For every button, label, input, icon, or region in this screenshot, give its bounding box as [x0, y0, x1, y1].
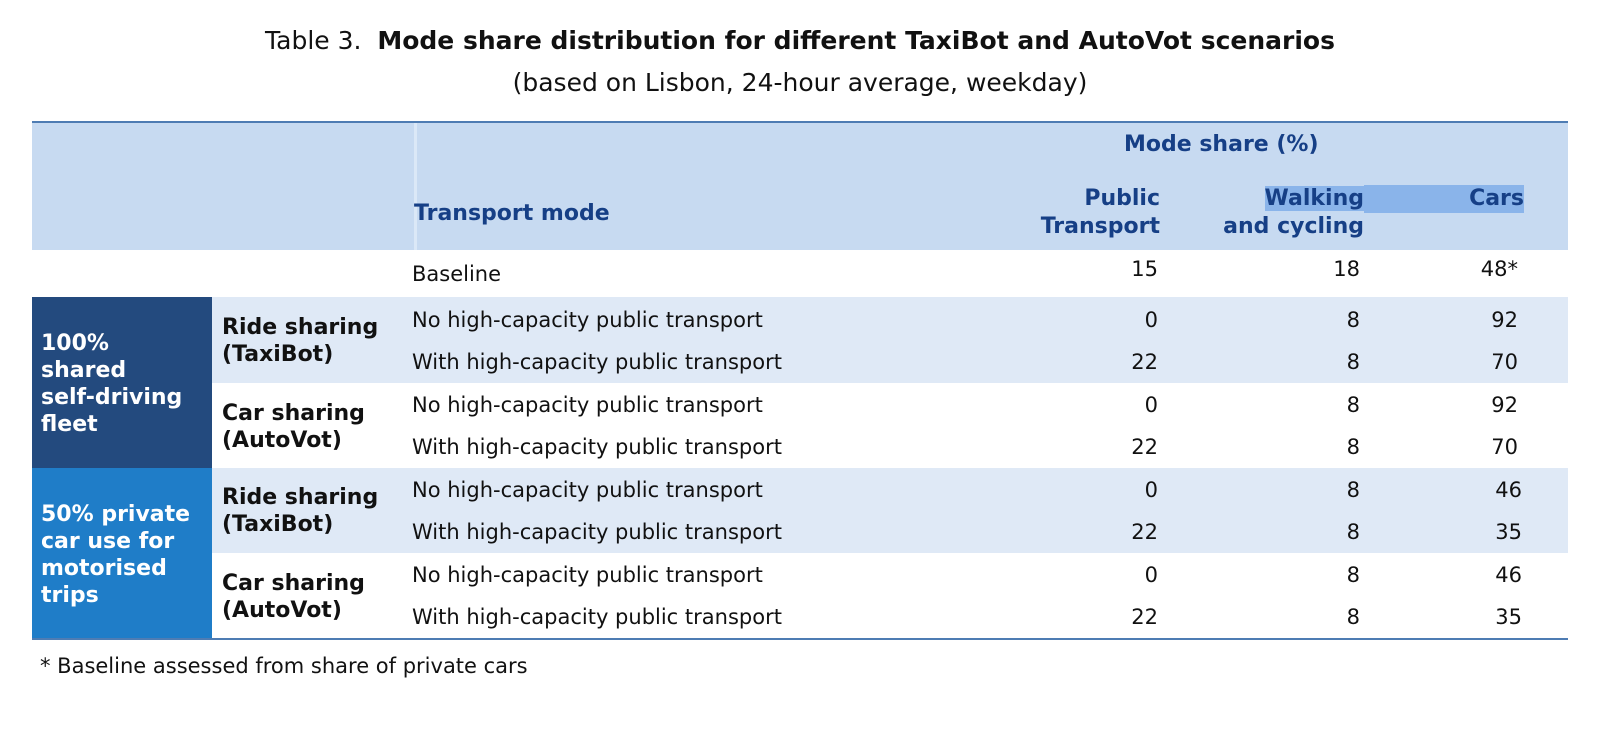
- row-mode: With high-capacity public transport: [412, 520, 782, 544]
- group2-label-line: trips: [41, 583, 99, 608]
- mode-share-table: Mode share (%) Transport mode Public Tra…: [32, 121, 1568, 654]
- row-cars: 92: [1491, 308, 1518, 332]
- group2-car-band: [32, 553, 1568, 638]
- subgroup-line: (AutoVot): [222, 598, 342, 623]
- group1-label-line: self-driving: [41, 385, 183, 410]
- row-cars: 70: [1491, 350, 1518, 374]
- group1-label-line: shared: [41, 358, 127, 383]
- row-mode: No high-capacity public transport: [412, 478, 763, 502]
- table-subtitle: (based on Lisbon, 24-hour average, weekd…: [512, 68, 1088, 97]
- header-divider: [414, 123, 417, 252]
- group1-label-line: 100%: [41, 331, 109, 356]
- row-public-transport: 0: [1144, 308, 1158, 332]
- row-walking-cycling: 8: [1346, 393, 1360, 417]
- subgroup-line: Ride sharing: [222, 485, 379, 510]
- row-public-transport: 22: [1131, 350, 1158, 374]
- subgroup-line: Ride sharing: [222, 315, 379, 340]
- header-public-line2: Transport: [1040, 214, 1160, 239]
- row-mode: No high-capacity public transport: [412, 393, 763, 417]
- row-walking-cycling: 8: [1346, 350, 1360, 374]
- row-public-transport: 0: [1144, 563, 1158, 587]
- baseline-row: Baseline 15 18 48*: [32, 250, 1568, 297]
- subgroup-label: Ride sharing (TaxiBot): [222, 484, 378, 538]
- table-caption: Table 3. Mode share distribution for dif…: [0, 24, 1600, 58]
- row-walking-cycling: 8: [1346, 478, 1360, 502]
- row-mode: With high-capacity public transport: [412, 350, 782, 374]
- table-title: Mode share distribution for different Ta…: [377, 26, 1335, 55]
- row-mode: No high-capacity public transport: [412, 308, 763, 332]
- group-shared-fleet: 100% shared self-driving fleet: [32, 297, 212, 468]
- header-transport-mode: Transport mode: [414, 201, 610, 226]
- subgroup-line: (TaxiBot): [222, 342, 334, 367]
- baseline-walking-cycling: 18: [1333, 257, 1360, 281]
- header-walking-line1: Walking: [1264, 186, 1364, 211]
- table-footnote: * Baseline assessed from share of privat…: [40, 654, 528, 678]
- row-walking-cycling: 8: [1346, 563, 1360, 587]
- group2-ride-band: [32, 468, 1568, 553]
- subgroup-line: Car sharing: [222, 571, 365, 596]
- baseline-label: Baseline: [412, 262, 502, 286]
- row-walking-cycling: 8: [1346, 520, 1360, 544]
- header-cars: Cars: [1364, 185, 1524, 213]
- header-walking-line2: and cycling: [1223, 214, 1364, 239]
- row-cars: 92: [1491, 393, 1518, 417]
- row-public-transport: 22: [1131, 605, 1158, 629]
- subgroup-line: Car sharing: [222, 401, 365, 426]
- row-cars: 46: [1495, 478, 1522, 502]
- row-cars: 35: [1495, 605, 1522, 629]
- row-public-transport: 22: [1131, 435, 1158, 459]
- row-walking-cycling: 8: [1346, 308, 1360, 332]
- baseline-cars: 48*: [1480, 257, 1518, 281]
- row-mode: With high-capacity public transport: [412, 605, 782, 629]
- row-public-transport: 22: [1131, 520, 1158, 544]
- subgroup-label: Ride sharing (TaxiBot): [222, 314, 378, 368]
- baseline-public-transport: 15: [1131, 257, 1158, 281]
- row-walking-cycling: 8: [1346, 605, 1360, 629]
- table-bottom-rule: [32, 638, 1568, 640]
- group-private-car: 50% private car use for motorised trips: [32, 468, 212, 638]
- subgroup-line: (TaxiBot): [222, 512, 334, 537]
- subgroup-label: Car sharing (AutoVot): [222, 570, 365, 624]
- group1-car-band: [32, 383, 1568, 468]
- table-header: Mode share (%) Transport mode Public Tra…: [32, 121, 1568, 252]
- group2-label-line: 50% private: [41, 502, 191, 527]
- group2-label-line: car use for: [41, 529, 175, 554]
- group2-label-line: motorised: [41, 556, 167, 581]
- header-mode-share: Mode share (%): [1124, 132, 1319, 157]
- header-public-line1: Public: [1084, 186, 1160, 211]
- row-cars: 35: [1495, 520, 1522, 544]
- subgroup-line: (AutoVot): [222, 428, 342, 453]
- row-mode: No high-capacity public transport: [412, 563, 763, 587]
- table-number: Table 3.: [265, 26, 362, 55]
- header-public-transport: Public Transport: [1032, 185, 1160, 241]
- subgroup-label: Car sharing (AutoVot): [222, 400, 365, 454]
- header-walking-cycling: Walking and cycling: [1212, 185, 1364, 241]
- row-public-transport: 0: [1144, 478, 1158, 502]
- row-cars: 70: [1491, 435, 1518, 459]
- row-public-transport: 0: [1144, 393, 1158, 417]
- row-cars: 46: [1495, 563, 1522, 587]
- group1-label-line: fleet: [41, 412, 98, 437]
- row-mode: With high-capacity public transport: [412, 435, 782, 459]
- row-walking-cycling: 8: [1346, 435, 1360, 459]
- group1-ride-band: [32, 297, 1568, 383]
